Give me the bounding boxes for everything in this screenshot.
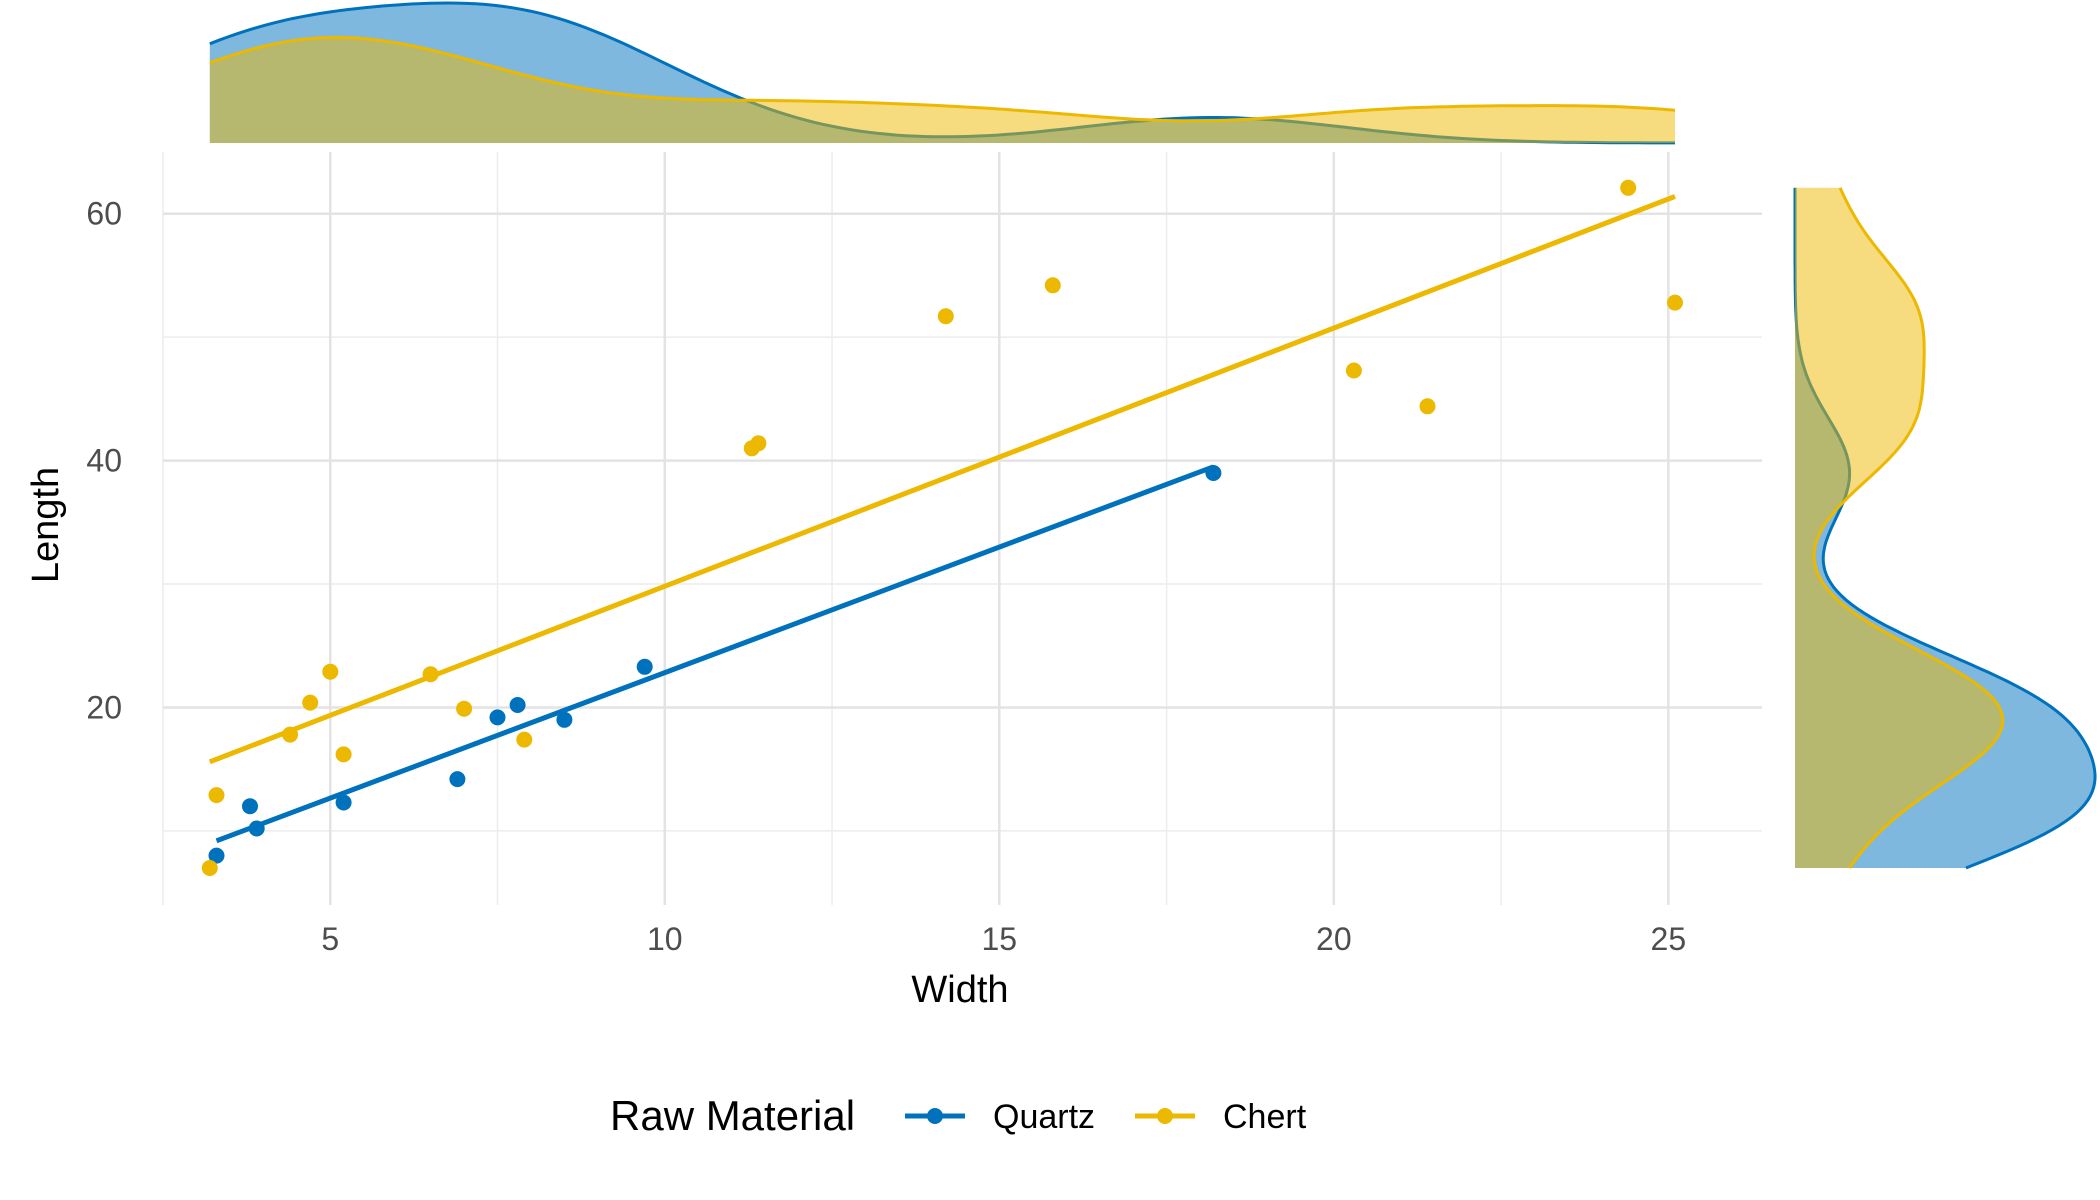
- data-point-chert: [1044, 277, 1061, 294]
- data-point-quartz: [242, 798, 258, 815]
- y-tick-label: 20: [86, 689, 122, 725]
- x-tick-label: 25: [1651, 921, 1687, 957]
- fit-line-chert: [208, 194, 1676, 765]
- legend: Raw Material Quartz Chert: [610, 1092, 1307, 1139]
- x-tick-label: 5: [321, 921, 339, 957]
- y-axis-ticks: 20 40 60: [86, 196, 122, 726]
- data-point-quartz: [489, 709, 506, 726]
- data-point-chert: [456, 700, 473, 717]
- data-point-chert: [516, 731, 533, 748]
- data-point-quartz: [636, 658, 653, 675]
- grid-lines: [162, 152, 1762, 905]
- data-point-chert: [302, 694, 319, 711]
- data-point-chert: [1620, 179, 1637, 196]
- fit-lines: [208, 194, 1676, 844]
- data-point-quartz: [248, 820, 265, 837]
- x-tick-label: 10: [647, 921, 683, 957]
- data-point-quartz: [449, 771, 466, 788]
- legend-key-point-quartz: [927, 1108, 943, 1124]
- data-point-chert: [201, 860, 218, 876]
- data-point-quartz: [509, 697, 526, 713]
- data-point-quartz: [1205, 465, 1222, 481]
- legend-label-chert: Chert: [1223, 1098, 1307, 1136]
- data-point-chert: [282, 726, 299, 743]
- data-point-chert: [422, 666, 439, 683]
- y-tick-label: 60: [86, 196, 122, 232]
- data-point-chert: [750, 435, 767, 452]
- data-point-chert: [937, 308, 954, 325]
- y-axis-title: Length: [25, 467, 67, 583]
- x-tick-label: 15: [982, 921, 1018, 957]
- data-point-quartz: [208, 847, 225, 864]
- right-density-line-chert: [1812, 187, 2005, 869]
- right-marginal-density: [1793, 187, 2097, 870]
- data-point-chert: [1419, 398, 1436, 415]
- data-points: [201, 179, 1683, 876]
- legend-title: Raw Material: [610, 1092, 855, 1139]
- legend-key-point-chert: [1157, 1108, 1173, 1124]
- fit-line-quartz: [215, 464, 1215, 844]
- y-tick-label: 40: [86, 443, 122, 479]
- data-point-quartz: [335, 794, 352, 811]
- data-point-chert: [208, 787, 225, 804]
- top-density-line-chert: [209, 35, 1676, 123]
- x-tick-label: 20: [1316, 921, 1352, 957]
- legend-items: Quartz Chert: [905, 1098, 1307, 1136]
- data-point-chert: [1667, 294, 1683, 311]
- legend-label-quartz: Quartz: [993, 1098, 1095, 1136]
- right-density-fill-chert: [1795, 187, 2003, 869]
- data-point-chert: [335, 746, 352, 763]
- data-point-chert: [322, 663, 339, 680]
- data-point-chert: [1345, 362, 1362, 379]
- x-axis-title: Width: [911, 969, 1008, 1011]
- x-axis-ticks: 5 10 15 20 25: [321, 921, 1686, 957]
- top-marginal-density: [209, 1, 1676, 145]
- data-point-quartz: [556, 711, 573, 728]
- top-density-fill-chert: [209, 37, 1676, 143]
